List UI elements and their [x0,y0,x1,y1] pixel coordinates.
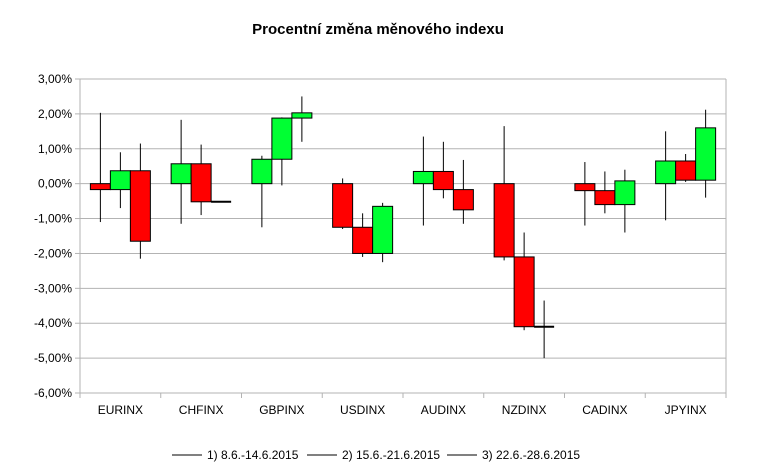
y-tick-label: -3,00% [34,281,72,295]
candle-body [574,183,596,192]
legend-label: 2) 15.6.-21.6.2015 [342,448,440,462]
candle-body [109,170,131,191]
x-tick-label: CHFINX [179,403,224,417]
candle-body [432,170,454,191]
y-tick-label: -4,00% [34,316,72,330]
candle-body [513,256,535,328]
legend: 1) 8.6.-14.6.2015 2) 15.6.-21.6.2015 3) 22… [172,448,580,462]
candle-body [291,112,313,119]
candles [89,96,717,359]
candle-body [190,163,212,203]
legend-label: 3) 22.6.-28.6.2015 [482,448,580,462]
candle-body [332,183,354,228]
candle-body [372,205,394,254]
candle-body [493,183,515,258]
candle-body [695,127,717,181]
candle-body [412,170,434,185]
candle-body [251,158,273,185]
candle-body [594,190,616,206]
candle-body [614,180,636,206]
x-axis: EURINX CHFINX GBPINX USDINX AUDINX NZDINX CADI… [79,393,727,417]
y-axis: 3,00% 2,00% 1,00% 0,00% -1,00% -2,00% -3,00% -4… [34,72,727,400]
candle-body [271,117,293,160]
legend-label: 1) 8.6.-14.6.2015 [207,448,299,462]
candle-body [89,183,111,191]
candle-body [352,226,374,254]
x-tick-label: JPYINX [665,403,707,417]
x-tick-label: CADINX [582,403,627,417]
x-tick-label: EURINX [98,403,143,417]
y-tick-label: 1,00% [38,142,72,156]
y-tick-label: -2,00% [34,246,72,260]
y-tick-label: 2,00% [38,107,72,121]
y-tick-label: -5,00% [34,351,72,365]
x-tick-label: NZDINX [502,403,547,417]
candle-body [170,163,192,185]
chart-title: Procentní změna měnového indexu [252,21,504,38]
x-tick-label: GBPINX [259,403,304,417]
candle-body [655,160,677,185]
candle-body [452,189,474,211]
candle-body [675,160,697,181]
x-tick-label: USDINX [340,403,385,417]
x-tick-label: AUDINX [421,403,466,417]
y-tick-label: -1,00% [34,212,72,226]
y-tick-label: -6,00% [34,386,72,400]
y-tick-label: 3,00% [38,72,72,86]
y-tick-label: 0,00% [38,177,72,191]
candle-body [129,170,151,242]
